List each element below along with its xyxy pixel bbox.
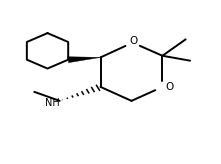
Text: O: O <box>130 36 138 46</box>
Text: NH: NH <box>45 98 60 107</box>
Polygon shape <box>68 57 101 63</box>
Text: O: O <box>165 82 173 92</box>
